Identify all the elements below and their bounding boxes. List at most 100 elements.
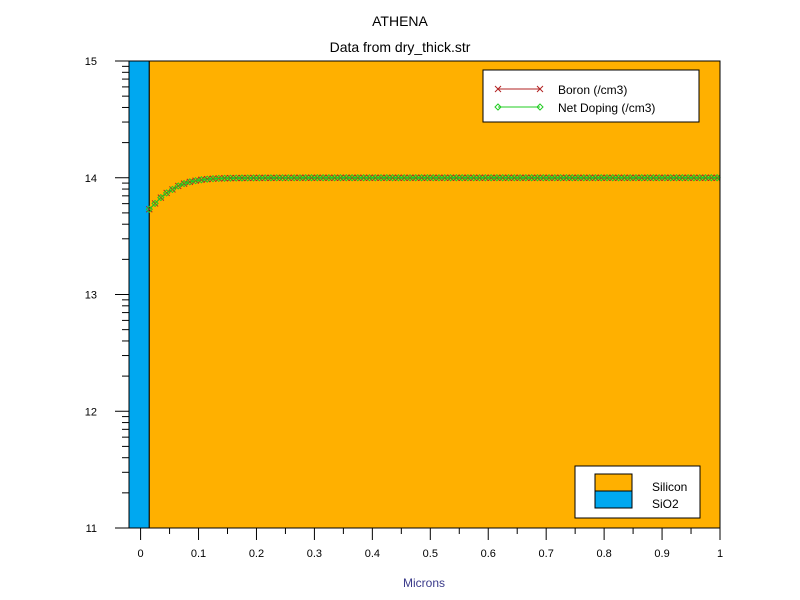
series-1-point: [603, 174, 611, 182]
series-1-point: [261, 174, 269, 182]
series-1-point: [649, 174, 658, 182]
series-1-point: [516, 174, 524, 182]
series-1-point: [470, 174, 478, 182]
legend-boron-sample: [494, 85, 544, 93]
series-1-point: [249, 174, 258, 182]
series-1-point: [186, 178, 194, 186]
series-1-point: [273, 174, 281, 182]
series-1-point: [284, 174, 293, 182]
x-tick-label: 0.7: [539, 548, 554, 560]
region-sio2: [128, 60, 150, 529]
series-1-point: [701, 174, 710, 182]
x-tick-label: 0.2: [249, 548, 264, 560]
chart-title: ATHENA: [372, 13, 428, 29]
series-1-point: [562, 174, 571, 182]
series-1-point: [220, 174, 229, 182]
series-1-point: [574, 174, 582, 182]
series-1-point: [417, 174, 426, 182]
y-tick-label: 15: [85, 56, 97, 68]
series-legend-box: [482, 69, 700, 123]
series-1-point: [307, 174, 316, 182]
series-1-point: [585, 174, 594, 182]
series-1-point: [690, 174, 698, 182]
series-1-point: [533, 174, 542, 182]
series-1-point: [487, 174, 495, 182]
series-1-point: [348, 174, 356, 182]
series-1-point: [696, 174, 704, 182]
series-1-point: [499, 174, 507, 182]
legend-boron-label: Boron (/cm3): [558, 83, 627, 97]
series-1-point: [255, 174, 264, 182]
x-axis: 0 0.1 0.2 0.3 0.4 0.5 0.6 0.7 0.8 0.9 1: [129, 527, 723, 560]
series-1-point: [638, 174, 646, 182]
legend-sample-marker: [494, 85, 502, 93]
series-1-point: [388, 174, 397, 182]
series-1-point: [527, 174, 536, 182]
x-tick-label: 0: [138, 548, 144, 560]
series-1-point: [556, 174, 565, 182]
y-tick-label: 11: [86, 523, 97, 535]
series-1-point: [441, 174, 449, 182]
series-1-point: [597, 174, 605, 182]
legend-net-doping-sample: [494, 103, 544, 111]
x-tick-label: 1: [717, 548, 723, 560]
series-1-point: [174, 182, 182, 190]
legend-sample-marker: [494, 103, 502, 111]
legend-sio2-swatch: [594, 490, 633, 509]
y-tick-label: 13: [85, 290, 97, 302]
x-tick-label: 0.9: [654, 548, 669, 560]
series-1-point: [278, 174, 287, 182]
series-1-point: [238, 174, 246, 182]
legend-sio2-label: SiO2: [652, 497, 679, 511]
series-1-point: [226, 174, 235, 182]
series-1-point: [336, 174, 345, 182]
series-1-point: [580, 174, 588, 182]
x-tick-label: 0.8: [596, 548, 611, 560]
series-1-point: [215, 174, 223, 183]
series-1-point: [655, 174, 663, 182]
series-1-point: [667, 174, 675, 182]
y-axis: 11 12 13 14 15: [85, 56, 129, 535]
series-1-point: [313, 174, 322, 182]
series-1-point: [325, 174, 333, 182]
series-1-point: [197, 176, 206, 184]
series-1-point: [209, 174, 217, 183]
series-1-point: [203, 175, 211, 183]
series-1-point: [643, 174, 652, 182]
legend-sample-marker: [536, 103, 544, 111]
series-1-point: [191, 176, 200, 185]
series-1-point: [302, 174, 310, 182]
series-1-point: [446, 174, 455, 182]
series-1-point: [620, 174, 629, 182]
legend-net-doping-label: Net Doping (/cm3): [558, 101, 655, 115]
series-1-point: [504, 174, 513, 182]
series-1-point: [707, 174, 716, 182]
series-1-point: [232, 174, 240, 182]
x-tick-label: 0.4: [365, 548, 380, 560]
series-1-point: [162, 189, 171, 197]
series-1-point: [672, 174, 681, 182]
series-1-point: [342, 174, 350, 182]
series-1-point: [684, 174, 692, 182]
series-1-point: [359, 174, 368, 182]
y-tick-label: 12: [85, 406, 97, 418]
series-1-point: [452, 174, 461, 182]
series-legend: Boron (/cm3) Net Doping (/cm3): [482, 69, 700, 123]
series-1-point: [157, 193, 165, 202]
series-1-point: [609, 174, 617, 182]
series-1-point: [539, 174, 547, 182]
series-1-point: [678, 174, 687, 182]
series-1-point: [464, 174, 472, 182]
x-tick-label: 0.3: [307, 548, 322, 560]
series-1-point: [475, 174, 484, 182]
series-1-point: [661, 174, 669, 182]
series-1-point: [522, 174, 530, 182]
series-1-point: [423, 174, 432, 182]
series-1-point: [145, 205, 153, 213]
series-1-point: [632, 174, 640, 182]
legend-silicon-swatch: [594, 473, 633, 492]
series-1-point: [151, 199, 159, 208]
series-1-point: [481, 174, 490, 182]
material-legend: Silicon SiO2: [574, 465, 701, 519]
